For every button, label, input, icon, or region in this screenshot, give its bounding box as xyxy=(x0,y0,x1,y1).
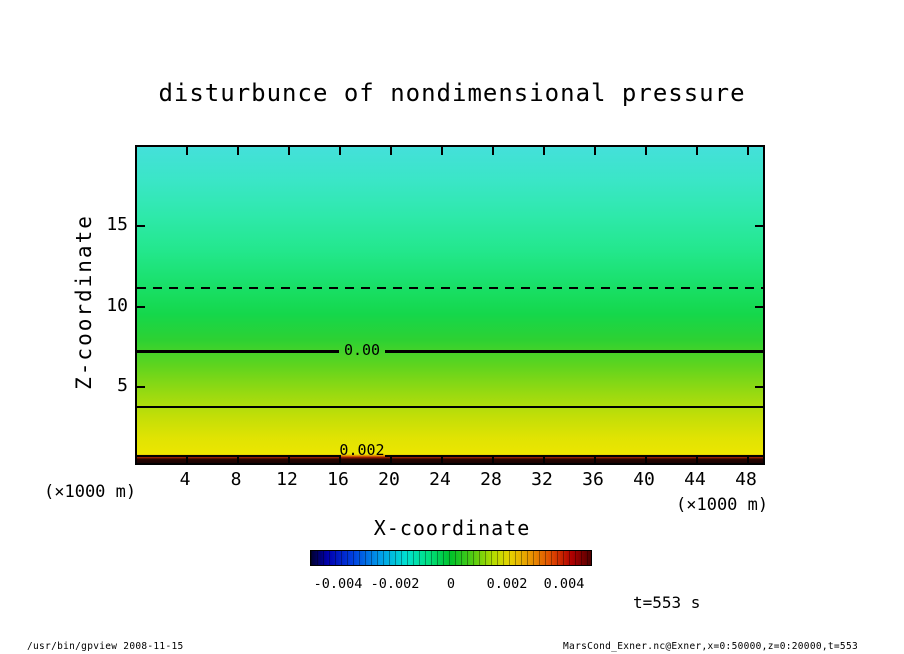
footer-right: MarsCond_Exner.nc@Exner,x=0:50000,z=0:20… xyxy=(563,641,858,652)
tick-mark xyxy=(237,455,239,463)
tick-mark xyxy=(390,455,392,463)
contour-line-zero-right xyxy=(385,350,763,353)
tick-mark xyxy=(543,147,545,155)
contour-line-thin xyxy=(137,406,763,408)
contour-line-zero-left xyxy=(137,350,339,353)
x-tick-label: 8 xyxy=(230,469,242,490)
colorbar xyxy=(310,550,592,566)
colorbar-tick-label: -0.004 xyxy=(313,576,363,592)
time-label: t=553 s xyxy=(633,593,701,612)
tick-mark xyxy=(441,455,443,463)
x-tick-label: 44 xyxy=(684,469,706,490)
tick-mark xyxy=(492,455,494,463)
tick-mark xyxy=(137,225,145,227)
footer-left: /usr/bin/gpview 2008-11-15 xyxy=(27,641,184,652)
tick-mark xyxy=(186,147,188,155)
x-tick-label: 12 xyxy=(276,469,298,490)
tick-mark xyxy=(696,147,698,155)
x-tick-label: 4 xyxy=(179,469,191,490)
tick-mark xyxy=(137,306,145,308)
contour-line-dashed xyxy=(137,287,763,289)
x-unit-label: (×1000 m) xyxy=(676,495,769,515)
tick-mark xyxy=(441,147,443,155)
tick-mark xyxy=(492,147,494,155)
x-tick-label: 20 xyxy=(378,469,400,490)
y-tick-label: 15 xyxy=(106,214,128,235)
plot-area: 0.00 0.002 xyxy=(135,145,765,465)
x-tick-label: 40 xyxy=(633,469,655,490)
tick-mark xyxy=(594,147,596,155)
x-axis-label: X-coordinate xyxy=(373,516,531,540)
x-tick-label: 28 xyxy=(480,469,502,490)
tick-mark xyxy=(339,147,341,155)
tick-mark xyxy=(755,386,763,388)
tick-mark xyxy=(237,147,239,155)
y-unit-label: (×1000 m) xyxy=(44,482,137,502)
tick-mark xyxy=(755,225,763,227)
tick-mark xyxy=(543,455,545,463)
contour-label-zero: 0.00 xyxy=(343,341,381,359)
tick-mark xyxy=(747,455,749,463)
x-tick-label: 24 xyxy=(429,469,451,490)
colorbar-tick-label: 0.002 xyxy=(486,576,528,592)
x-tick-label: 16 xyxy=(327,469,349,490)
colorbar-tick-label: 0.004 xyxy=(543,576,585,592)
colorbar-tick-label: -0.002 xyxy=(370,576,420,592)
y-tick-label: 5 xyxy=(117,375,128,396)
x-tick-label: 48 xyxy=(735,469,757,490)
y-tick-label: 10 xyxy=(106,295,128,316)
tick-mark xyxy=(696,455,698,463)
tick-mark xyxy=(288,147,290,155)
tick-mark xyxy=(390,147,392,155)
colorbar-tick-label: 0 xyxy=(446,576,456,592)
tick-mark xyxy=(594,455,596,463)
tick-mark xyxy=(339,455,341,463)
tick-mark xyxy=(755,306,763,308)
page-title: disturbunce of nondimensional pressure xyxy=(158,79,746,107)
tick-mark xyxy=(645,455,647,463)
x-tick-label: 32 xyxy=(531,469,553,490)
tick-mark xyxy=(288,455,290,463)
tick-mark xyxy=(747,147,749,155)
tick-mark xyxy=(645,147,647,155)
contour-line-bottom-right xyxy=(385,455,763,457)
tick-mark xyxy=(137,386,145,388)
tick-mark xyxy=(186,455,188,463)
x-tick-label: 36 xyxy=(582,469,604,490)
contour-label-bottom: 0.002 xyxy=(339,441,385,459)
